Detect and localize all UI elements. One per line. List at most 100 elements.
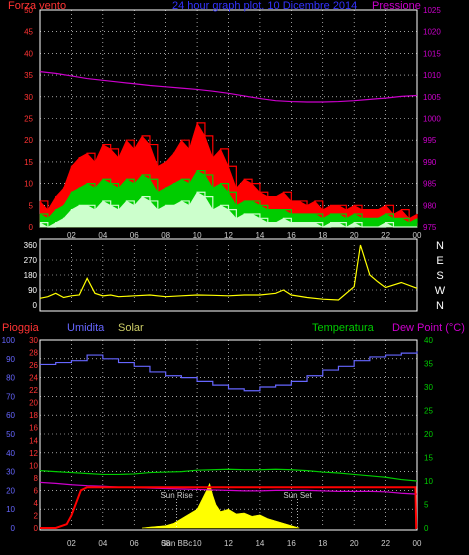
rain-y-tick-label: 24 xyxy=(29,374,38,383)
pressure-y-tick-label: 990 xyxy=(423,158,437,167)
wind-y-tick-label: 10 xyxy=(24,180,33,189)
wind-x-tick-label: 18 xyxy=(318,231,327,240)
wind-x-tick-label: 16 xyxy=(287,231,296,240)
humidity-y-tick-label: 60 xyxy=(6,411,15,420)
pressure-y-tick-label: 975 xyxy=(423,223,437,232)
temperature-y-tick-label: 20 xyxy=(424,430,433,439)
humidity-y-tick-label: 40 xyxy=(6,449,15,458)
pressure-y-tick-label: 985 xyxy=(423,180,437,189)
humidity-line xyxy=(40,351,418,392)
pressure-y-tick-label: 1000 xyxy=(423,115,441,124)
wind-x-tick-label: 08 xyxy=(161,231,170,240)
humidity-y-tick-label: 100 xyxy=(2,336,16,345)
label-dewpoint: Dew Point (°C) xyxy=(392,322,465,334)
wind_gust-line xyxy=(40,122,418,219)
compass-label: N xyxy=(436,240,444,252)
label-solar: Solar xyxy=(118,322,144,334)
wind-y-tick-label: 5 xyxy=(29,201,34,210)
temperature-y-tick-label: 10 xyxy=(424,477,433,486)
wind-y-tick-label: 50 xyxy=(24,6,33,15)
temp-x-tick-label: 22 xyxy=(381,539,390,548)
sun-annotation: Sun BBc xyxy=(161,539,192,548)
temp-x-tick-label: 20 xyxy=(350,539,359,548)
wind-y-tick-label: 30 xyxy=(24,93,33,102)
rain-humidity-temp-panel: Sun Rise Sun Set 024681012141618202224262… xyxy=(2,322,465,548)
wind-x-tick-label: 20 xyxy=(350,231,359,240)
pressure-y-tick-label: 1025 xyxy=(423,6,441,15)
pressure-line xyxy=(39,71,418,103)
temp-x-tick-label: 10 xyxy=(193,539,202,548)
humidity-y-tick-label: 20 xyxy=(6,486,15,495)
compass-label: W xyxy=(435,285,446,297)
wind-x-tick-label: 02 xyxy=(67,231,76,240)
label-humidity: Umidita xyxy=(67,322,105,334)
temperature-y-tick-label: 15 xyxy=(424,454,433,463)
direction-y-tick-label: 180 xyxy=(24,271,38,280)
sun-annotation: Sun Set xyxy=(283,491,312,500)
humidity-y-tick-label: 50 xyxy=(6,430,15,439)
rain-y-tick-label: 20 xyxy=(29,399,38,408)
rain-y-tick-label: 18 xyxy=(29,411,38,420)
wind-x-tick-label: 22 xyxy=(381,231,390,240)
wind-y-tick-label: 25 xyxy=(24,115,33,124)
rain-y-tick-label: 26 xyxy=(29,361,38,370)
temp-x-tick-label: 08 xyxy=(161,539,170,548)
rain-y-tick-label: 14 xyxy=(29,436,38,445)
wind-y-tick-label: 45 xyxy=(24,28,33,37)
temperature-y-tick-label: 5 xyxy=(424,501,429,510)
temperature-y-tick-label: 35 xyxy=(424,360,433,369)
pressure-y-tick-label: 1015 xyxy=(423,49,441,58)
sun-annotation: Sun Rise xyxy=(160,491,193,500)
wind_avg-line xyxy=(40,169,418,224)
compass-label: S xyxy=(436,270,443,282)
direction-line xyxy=(39,244,418,301)
wind-x-tick-label: 14 xyxy=(255,231,264,240)
wind_min-line xyxy=(40,191,417,228)
rain-y-tick-label: 10 xyxy=(29,461,38,470)
wind-y-tick-label: 20 xyxy=(24,136,33,145)
solar-area xyxy=(142,482,300,529)
temp-x-tick-label: 02 xyxy=(67,539,76,548)
humidity-y-tick-label: 0 xyxy=(11,524,16,533)
wind-y-tick-label: 35 xyxy=(24,71,33,80)
direction-y-tick-label: 270 xyxy=(24,256,38,265)
temp-x-tick-label: 04 xyxy=(98,539,107,548)
rain-y-tick-label: 28 xyxy=(29,349,38,358)
wind-y-tick-label: 15 xyxy=(24,158,33,167)
humidity-y-tick-label: 80 xyxy=(6,374,15,383)
temp-x-tick-label: 06 xyxy=(130,539,139,548)
rain-y-tick-label: 2 xyxy=(34,511,39,520)
rain-y-tick-label: 12 xyxy=(29,449,38,458)
dewpoint-line xyxy=(39,481,418,495)
temp-x-tick-label: 14 xyxy=(255,539,264,548)
direction-y-tick-label: 0 xyxy=(33,301,38,310)
wind-x-tick-label: 06 xyxy=(130,231,139,240)
direction-y-tick-label: 90 xyxy=(28,286,37,295)
humidity-y-tick-label: 10 xyxy=(6,505,15,514)
wind-x-tick-label: 00 xyxy=(413,231,422,240)
chart-title: 24 hour graph plot. 10 Dicembre 2014 xyxy=(172,0,357,12)
temp-x-tick-label: 00 xyxy=(413,539,422,548)
y-right-label: Pressione xyxy=(372,0,421,12)
temperature-y-tick-label: 0 xyxy=(424,524,429,533)
rain-y-tick-label: 8 xyxy=(34,474,39,483)
direction-y-tick-label: 360 xyxy=(24,241,38,250)
humidity-y-tick-label: 30 xyxy=(6,468,15,477)
wind-x-tick-label: 10 xyxy=(193,231,202,240)
wind-y-tick-label: 0 xyxy=(29,223,34,232)
temperature-y-tick-label: 40 xyxy=(424,336,433,345)
rain-y-tick-label: 22 xyxy=(29,386,38,395)
pressure-y-tick-label: 1020 xyxy=(423,28,441,37)
wind-x-tick-label: 04 xyxy=(98,231,107,240)
wind-y-tick-label: 40 xyxy=(24,49,33,58)
pressure-y-tick-label: 995 xyxy=(423,136,437,145)
humidity-y-tick-label: 90 xyxy=(6,355,15,364)
pressure-y-tick-label: 1005 xyxy=(423,93,441,102)
rain-line xyxy=(40,486,418,529)
compass-label: E xyxy=(436,255,443,267)
y-left-label: Forza vento xyxy=(8,0,66,12)
label-temperature: Temperatura xyxy=(312,322,375,334)
rain-y-tick-label: 30 xyxy=(29,336,38,345)
